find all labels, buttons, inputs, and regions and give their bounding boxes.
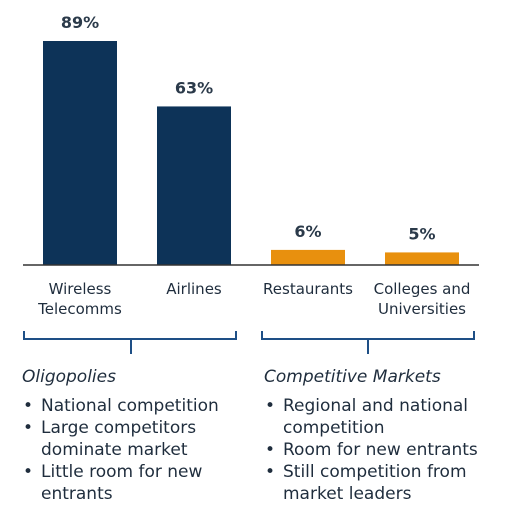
data-label-wireless-telecomms: 89% (61, 13, 99, 32)
bullet-text: entrants (41, 484, 113, 504)
bullet-text: dominate market (41, 440, 188, 460)
competitive-markets-group: Competitive Markets Regional and nationa… (264, 367, 510, 505)
tick-label-restaurants: Restaurants (263, 280, 353, 298)
bar-restaurants (271, 249, 345, 265)
tick-label-colleges-and-universities: Colleges and (374, 280, 471, 298)
list-item: National competition (22, 395, 262, 417)
list-item: Room for new entrants (264, 439, 510, 461)
data-label-airlines: 63% (175, 78, 213, 97)
bar-wireless-telecomms (43, 41, 117, 265)
oligopolies-list: National competition Large competitorsdo… (22, 395, 262, 505)
group-title-oligopolies: Oligopolies (22, 367, 116, 387)
bullet-text: competition (283, 418, 385, 438)
oligopolies-bracket (23, 331, 237, 354)
bar-colleges-and-universities (385, 252, 459, 265)
data-label-colleges-and-universities: 5% (408, 224, 435, 243)
bullet-text: Regional and national (283, 396, 469, 416)
oligopolies-group: Oligopolies National competition Large c… (22, 367, 262, 505)
data-label-restaurants: 6% (294, 222, 321, 241)
bullet-text: Little room for new (41, 462, 203, 482)
bar-airlines (157, 106, 231, 265)
tick-label-colleges-and-universities: Universities (378, 300, 466, 318)
tick-label-airlines: Airlines (166, 280, 222, 298)
bullet-text: National competition (41, 396, 219, 416)
bullet-text: Still competition from (283, 462, 467, 482)
competitive-markets-bracket (261, 331, 475, 354)
tick-label-wireless-telecomms: Wireless (49, 280, 112, 298)
bullet-text: Large competitors (41, 418, 197, 438)
labels-layer: 89% Wireless Telecomms 63% Airlines 6% Restaur… (37, 13, 470, 318)
bullet-text: market leaders (283, 484, 412, 504)
group-title-competitive-markets: Competitive Markets (264, 367, 441, 387)
bar-chart: 89% Wireless Telecomms 63% Airlines 6% Restaur… (23, 13, 479, 354)
bars-layer (43, 41, 459, 265)
tick-label-wireless-telecomms: Telecomms (37, 300, 122, 318)
bullet-text: Room for new entrants (283, 440, 478, 460)
